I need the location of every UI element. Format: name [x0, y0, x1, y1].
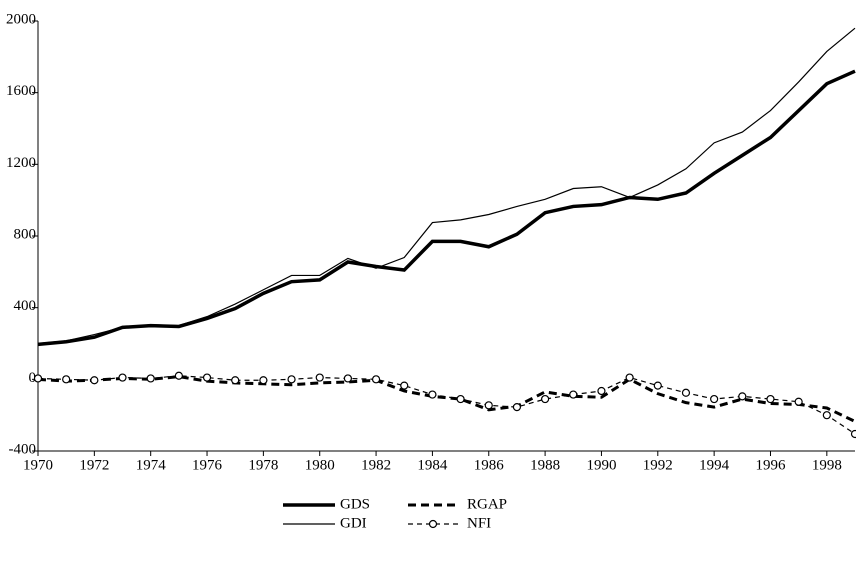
x-tick-label: 1992: [643, 457, 673, 473]
point-marker: [597, 386, 606, 396]
point-marker: [343, 374, 352, 383]
point-marker: [315, 373, 324, 382]
point-marker: [710, 394, 719, 404]
point-marker: [400, 381, 409, 390]
point-marker: [371, 375, 381, 384]
x-tick-label: 1996: [755, 457, 786, 473]
point-marker: [456, 394, 465, 404]
x-tick-label: 1970: [23, 457, 53, 473]
x-tick-label: 1984: [417, 457, 448, 473]
x-tick-label: 1986: [474, 457, 505, 473]
legend-marker: [428, 519, 438, 529]
point-marker: [62, 375, 71, 384]
point-marker: [625, 373, 634, 382]
y-tick-label: 0: [29, 370, 37, 386]
point-marker: [174, 371, 183, 380]
legend-label: NFI: [467, 515, 491, 531]
y-tick-label: 400: [14, 298, 37, 314]
y-tick-label: 1600: [6, 83, 36, 99]
point-marker: [569, 390, 578, 399]
point-marker: [766, 394, 775, 404]
point-marker: [90, 376, 99, 385]
point-marker: [259, 376, 268, 385]
point-marker: [231, 376, 240, 385]
x-tick-label: 1990: [586, 457, 616, 473]
point-marker: [118, 373, 127, 382]
y-tick-label: 1200: [6, 155, 36, 171]
point-marker: [653, 381, 662, 390]
x-tick-label: 1982: [361, 457, 391, 473]
legend-label: GDS: [340, 496, 370, 512]
y-tick-label: -400: [9, 441, 37, 457]
point-marker: [512, 403, 522, 412]
series-line: [37, 375, 856, 423]
series-line: [37, 375, 856, 435]
series-line: [37, 27, 856, 345]
x-tick-label: 1994: [699, 457, 730, 473]
x-tick-label: 1980: [305, 457, 335, 473]
point-marker: [681, 388, 691, 397]
point-marker: [794, 397, 803, 406]
series-line: [37, 69, 856, 347]
point-marker: [146, 374, 155, 383]
legend-label: RGAP: [467, 496, 507, 512]
x-tick-label: 1988: [530, 457, 560, 473]
point-marker: [202, 373, 212, 382]
legend-label: GDI: [340, 515, 367, 531]
point-marker: [428, 390, 437, 399]
point-marker: [33, 374, 43, 383]
y-tick-label: 2000: [6, 11, 36, 27]
point-marker: [287, 375, 296, 384]
point-marker: [541, 394, 550, 404]
point-marker: [484, 401, 493, 410]
x-tick-label: 1976: [192, 457, 223, 473]
point-marker: [850, 429, 856, 439]
x-tick-label: 1972: [79, 457, 109, 473]
x-tick-label: 1974: [136, 457, 167, 473]
x-tick-label: 1978: [248, 457, 278, 473]
y-tick-label: 800: [14, 226, 37, 242]
point-marker: [822, 411, 831, 420]
point-marker: [738, 392, 747, 401]
x-tick-label: 1998: [812, 457, 842, 473]
